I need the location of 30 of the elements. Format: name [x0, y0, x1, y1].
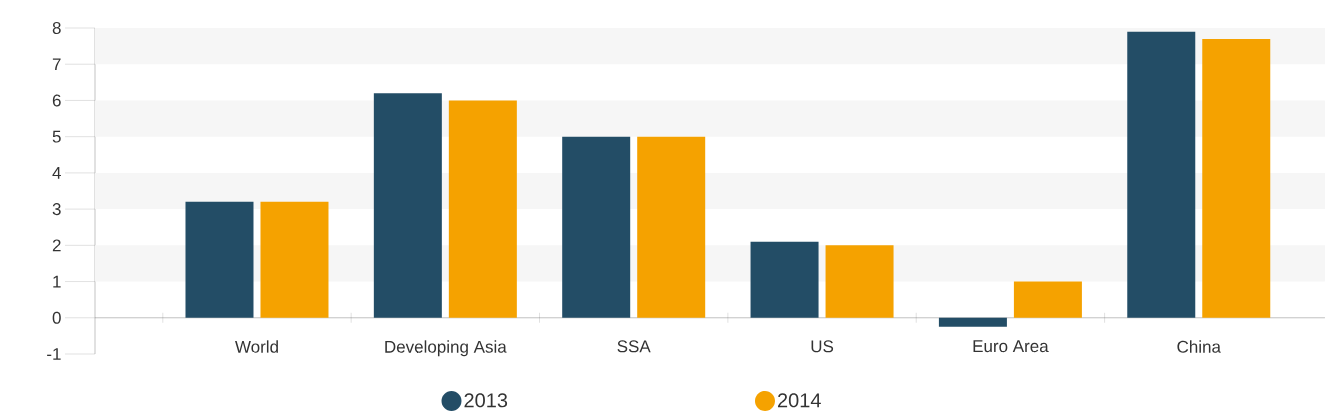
y-tick-label: -1 [47, 348, 61, 360]
y-tick-label: 4 [52, 167, 61, 179]
bar [562, 136, 631, 318]
bar [373, 93, 442, 318]
y-tick-label: 1 [53, 275, 61, 288]
y-tick-label: 5 [52, 130, 61, 143]
x-tick-label: SSA [617, 340, 651, 353]
y-tick-label: 6 [52, 94, 61, 107]
bar [185, 201, 254, 318]
bar [938, 317, 1007, 327]
bar [1127, 31, 1196, 318]
bar [637, 136, 706, 318]
bar [825, 245, 894, 318]
y-tick-label: 8 [52, 21, 61, 35]
bar [260, 201, 329, 318]
x-tick-label: Euro Area [973, 340, 1049, 353]
legend-label: 2013 [464, 393, 508, 408]
x-tick-label: Developing Asia [385, 340, 507, 357]
x-tick-label: World [235, 340, 278, 353]
legend-label: 2014 [777, 393, 821, 408]
y-tick-label: 7 [52, 58, 61, 71]
y-tick-label: 3 [52, 203, 61, 216]
x-tick-label: China [1177, 340, 1221, 353]
x-tick-label: US [811, 340, 834, 353]
bar [1202, 38, 1271, 318]
bar [750, 241, 819, 318]
y-tick-label: 0 [52, 311, 61, 324]
bar [1013, 281, 1082, 318]
y-tick-label: 2 [52, 239, 61, 252]
bar [448, 100, 517, 318]
